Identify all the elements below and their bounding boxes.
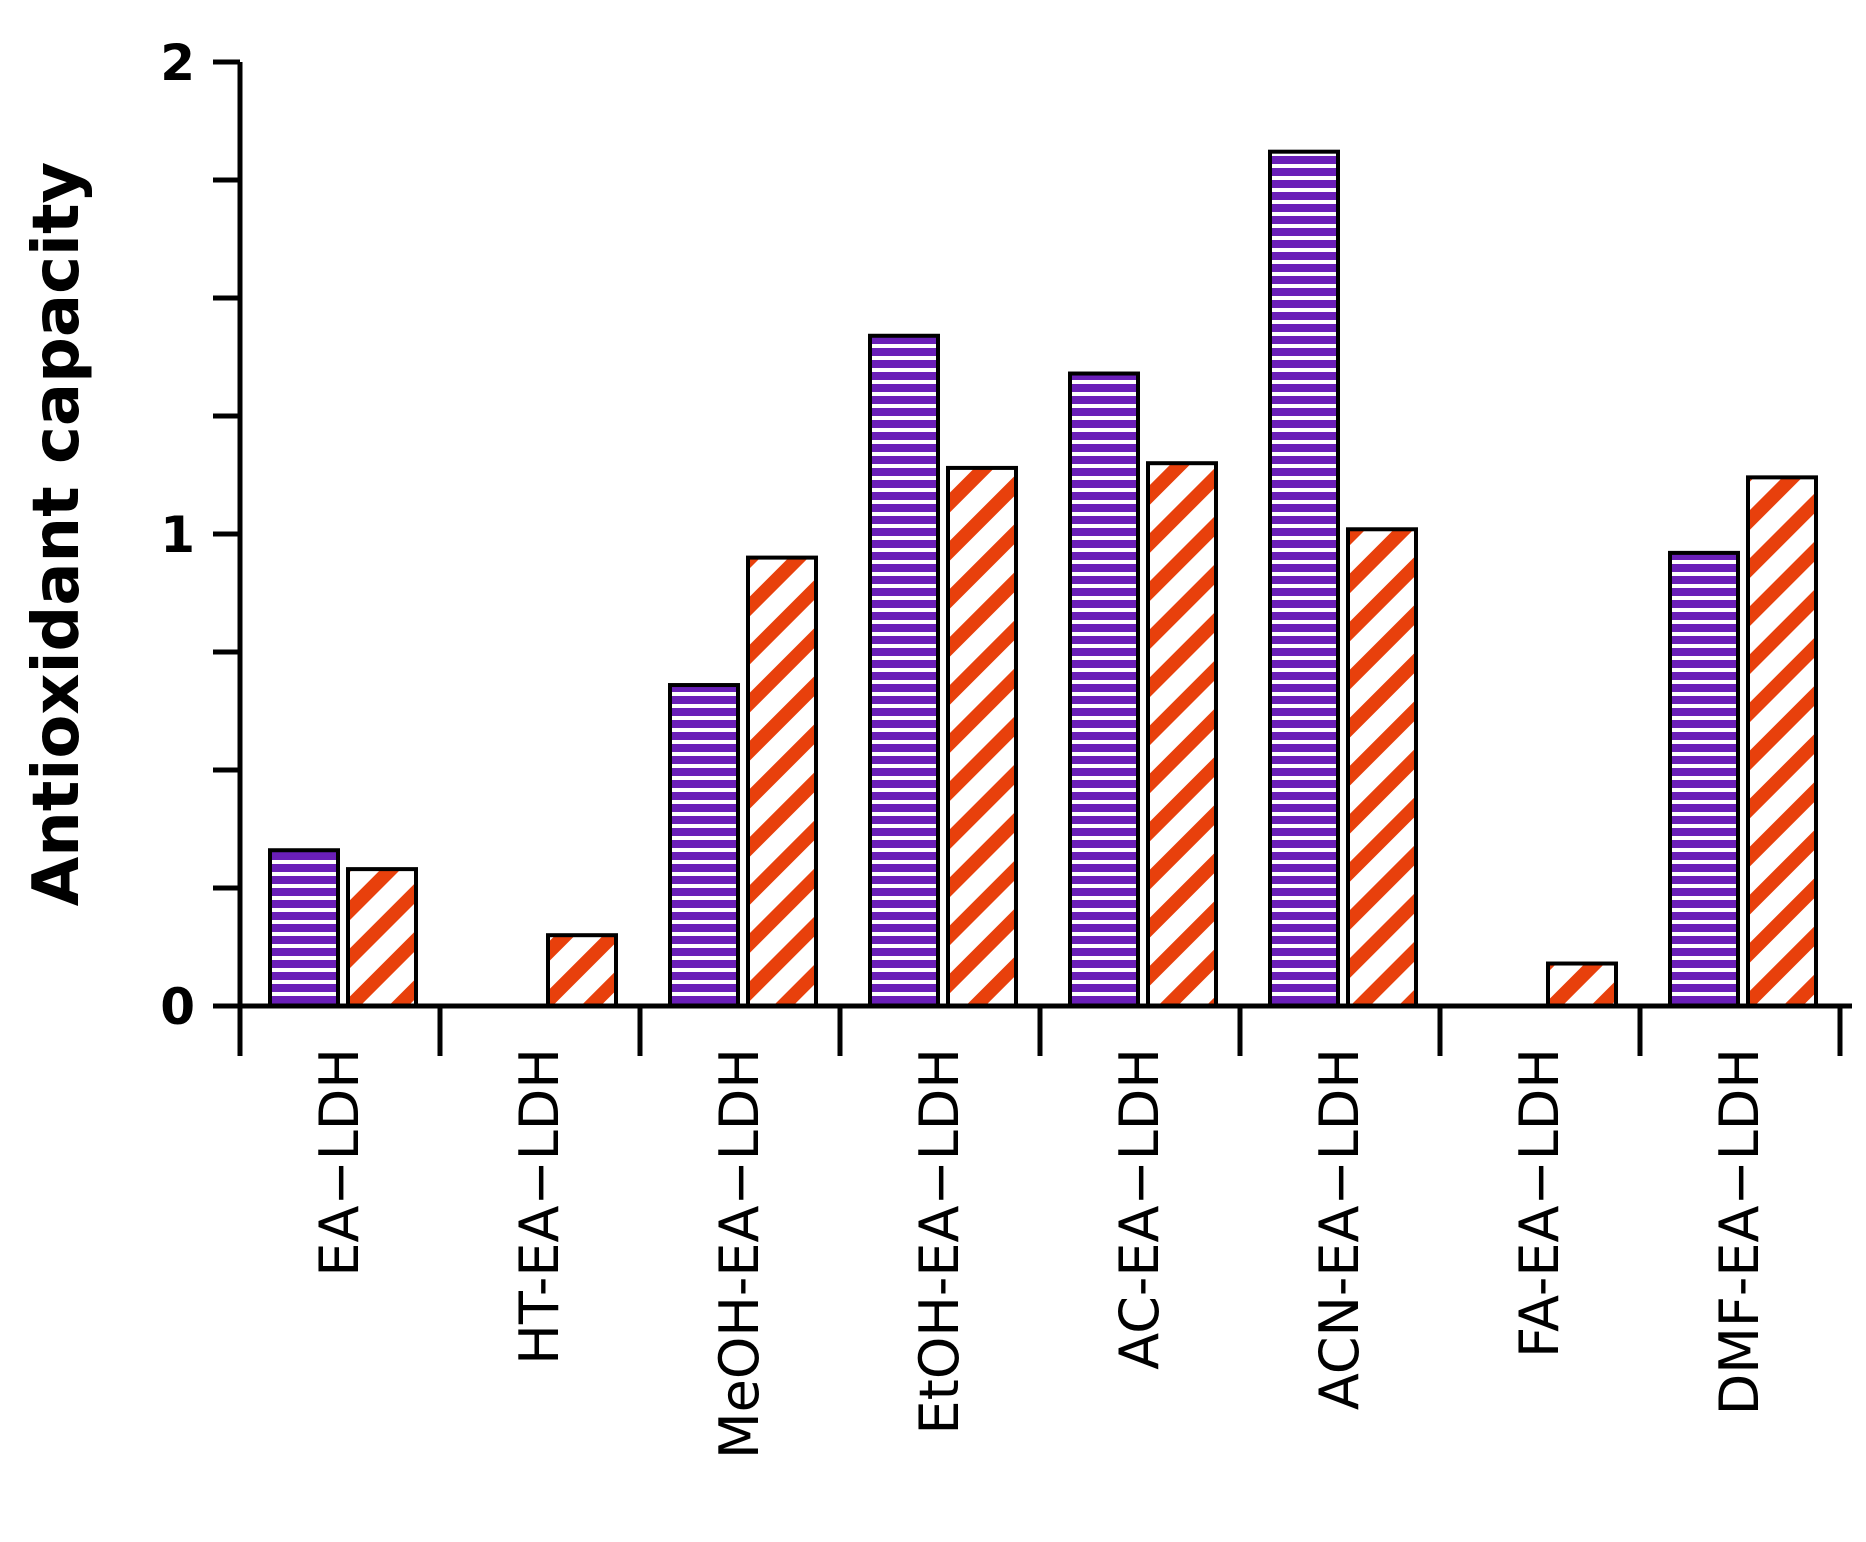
bar-series-1-5 <box>1068 371 1140 1008</box>
bar-series-2-1 <box>346 867 418 1008</box>
bar-series-1-1 <box>268 848 340 1008</box>
x-tick-label: ACN-EA−LDH <box>1308 1048 1371 1410</box>
bar-series-1-3 <box>668 683 740 1008</box>
bar-series-2-7 <box>1546 961 1618 1009</box>
x-tick-label: DMF-EA−LDH <box>1708 1048 1771 1415</box>
bar-series-2-5 <box>1146 461 1218 1008</box>
x-tick-label: EtOH-EA−LDH <box>908 1048 971 1434</box>
y-tick-label: 1 <box>160 506 195 564</box>
bar-series-2-6 <box>1346 527 1418 1009</box>
x-tick-label: HT-EA−LDH <box>508 1048 571 1365</box>
bar-series-2-4 <box>946 465 1018 1009</box>
bar-series-2-8 <box>1746 475 1818 1008</box>
x-tick-label: EA−LDH <box>308 1048 371 1277</box>
bar-series-2-3 <box>746 555 818 1008</box>
bar-series-1-4 <box>868 333 940 1008</box>
y-tick-label: 2 <box>160 34 195 92</box>
bar-series-2-2 <box>546 933 618 1009</box>
y-tick-label: 0 <box>160 978 195 1036</box>
x-tick-label: MeOH-EA−LDH <box>708 1048 771 1459</box>
bar-series-1-8 <box>1668 550 1740 1008</box>
bars-group <box>268 149 1818 1009</box>
axes-group <box>213 59 1852 1056</box>
x-tick-label: FA-EA−LDH <box>1508 1048 1571 1358</box>
bar-series-1-6 <box>1268 149 1340 1008</box>
y-axis-title: Antioxidant capacity <box>20 162 94 907</box>
labels-group: 0 1 2 EA−LDH HT-EA−LDH MeOH-EA−LDH EtOH-EA−LDH… <box>20 34 1771 1459</box>
x-tick-label: AC-EA−LDH <box>1108 1048 1171 1370</box>
